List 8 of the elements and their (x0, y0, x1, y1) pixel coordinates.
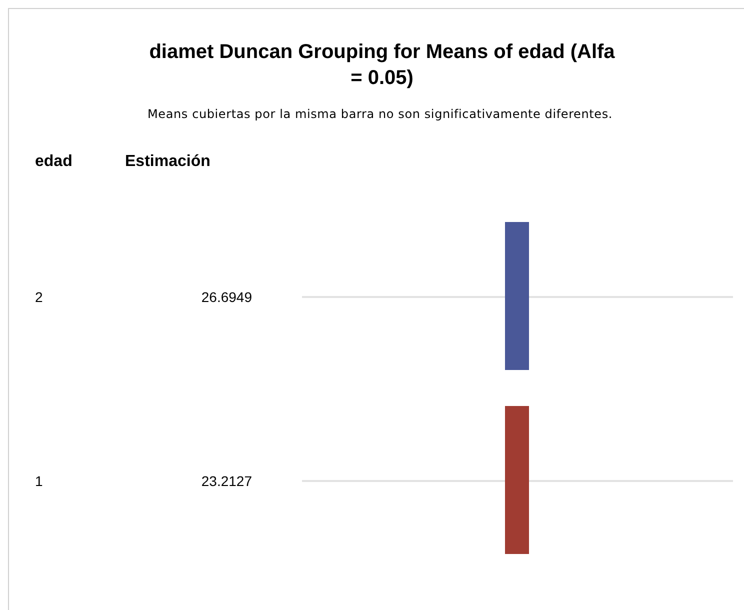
category-label: 2 (35, 289, 43, 305)
category-label: 1 (35, 473, 43, 489)
text: edad (35, 153, 72, 170)
text: Means cubiertas por la misma barra no son significativamente diferentes. (148, 107, 612, 121)
text: diamet Duncan Grouping for Means of edad (Alfa = 0.05) (149, 41, 616, 89)
data-label: 23.2127 (201, 473, 252, 489)
text: Estimación (125, 153, 210, 170)
data-label: 26.6949 (201, 289, 252, 305)
